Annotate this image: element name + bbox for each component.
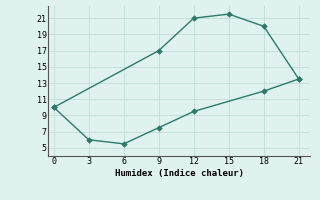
X-axis label: Humidex (Indice chaleur): Humidex (Indice chaleur) (115, 169, 244, 178)
